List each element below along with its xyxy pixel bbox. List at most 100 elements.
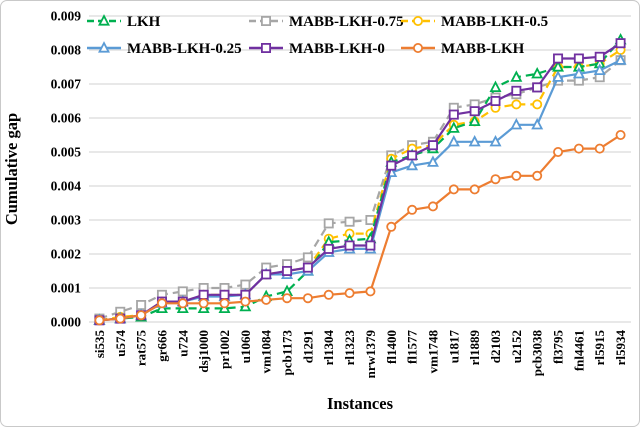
legend-item-MABB-LKH: MABB-LKH	[401, 41, 525, 57]
series-MABB-LKH-0.75	[94, 55, 626, 324]
y-tick-label: 0.004	[51, 179, 82, 194]
data-point-marker	[302, 262, 313, 273]
data-point-marker	[282, 265, 293, 276]
data-point-marker	[115, 313, 126, 324]
data-point-marker	[406, 158, 419, 171]
x-tick-label: pr1002	[217, 330, 232, 369]
legend-label: MABB-LKH-0.5	[441, 14, 548, 30]
data-point-marker	[261, 269, 272, 280]
data-point-marker	[260, 15, 271, 26]
data-point-marker	[282, 293, 293, 304]
data-point-marker	[447, 134, 460, 147]
data-point-marker	[468, 134, 481, 147]
y-tick-label: 0.007	[51, 77, 82, 92]
data-point-marker	[510, 70, 523, 82]
y-tick-label: 0.008	[51, 43, 82, 58]
data-point-marker	[412, 43, 423, 54]
x-tick-label: vm1748	[425, 330, 440, 374]
data-point-marker	[302, 293, 313, 304]
x-tick-label: si535	[92, 330, 107, 359]
data-point-marker	[386, 221, 397, 232]
x-axis-tick-labels: si535 u574 rat575 gr666 u724 dsj1000 pr1002 u10…	[92, 330, 628, 379]
data-point-marker	[427, 140, 438, 151]
data-point-marker	[511, 85, 522, 96]
data-point-marker	[136, 310, 147, 321]
x-tick-label: vm1084	[259, 330, 274, 374]
data-point-marker	[511, 99, 522, 110]
data-point-marker	[177, 298, 188, 309]
data-point-marker	[219, 289, 230, 300]
x-tick-label: u2152	[509, 330, 524, 363]
x-tick-label: rl1323	[342, 330, 357, 366]
series-MABB-LKH	[94, 129, 626, 326]
data-point-marker	[407, 204, 418, 215]
legend-label: MABB-LKH-0.75	[289, 14, 404, 30]
x-tick-label: rat575	[134, 330, 149, 367]
data-point-marker	[260, 43, 271, 54]
chart-legend: LKH MABB-LKH-0.75 MABB-LKH-0.5 MABB-LKH-0.2…	[87, 14, 548, 57]
x-tick-label: u574	[113, 330, 128, 357]
series-line	[99, 49, 622, 322]
data-point-marker	[469, 184, 480, 195]
data-point-marker	[511, 170, 522, 181]
series-LKH	[93, 32, 627, 325]
series-line	[99, 59, 622, 320]
y-tick-label: 0.005	[51, 145, 82, 160]
legend-label: MABB-LKH	[441, 41, 525, 57]
data-point-marker	[177, 286, 188, 297]
series-MABB-LKH-0	[94, 38, 626, 326]
data-point-marker	[198, 289, 209, 300]
x-tick-label: u724	[175, 330, 190, 357]
data-point-marker	[261, 294, 272, 305]
data-point-marker	[344, 240, 355, 251]
data-point-marker	[344, 288, 355, 299]
data-point-marker	[553, 146, 564, 157]
x-tick-label: d1291	[300, 330, 315, 363]
gridlines	[89, 15, 631, 323]
data-point-marker	[240, 296, 251, 307]
legend-item-MABB-LKH-0.75: MABB-LKH-0.75	[249, 14, 404, 30]
legend-item-MABB-LKH-0.25: MABB-LKH-0.25	[87, 41, 242, 57]
data-point-marker	[469, 106, 480, 117]
legend-label: MABB-LKH-0.25	[127, 41, 242, 57]
y-axis-tick-labels: 0.000 0.001 0.002 0.003 0.004 0.005 0.006 0.007…	[51, 9, 82, 330]
data-point-marker	[240, 279, 251, 290]
series-line	[99, 39, 622, 322]
series-line	[99, 59, 622, 322]
x-tick-label: u1817	[446, 330, 461, 364]
data-point-marker	[490, 96, 501, 107]
data-point-marker	[365, 286, 376, 297]
data-point-marker	[447, 121, 460, 133]
data-point-marker	[323, 218, 334, 229]
x-tick-label: rl5915	[592, 330, 607, 366]
data-point-marker	[386, 160, 397, 171]
data-point-marker	[594, 51, 605, 62]
y-tick-label: 0.009	[51, 9, 82, 24]
data-point-marker	[614, 53, 627, 65]
y-tick-label: 0.003	[51, 213, 82, 228]
y-tick-label: 0.002	[51, 247, 82, 262]
data-point-marker	[198, 298, 209, 309]
legend-item-LKH: LKH	[87, 14, 161, 30]
data-point-marker	[412, 15, 423, 26]
data-point-marker	[552, 70, 565, 82]
y-tick-label: 0.006	[51, 111, 82, 126]
x-tick-label: rl5934	[613, 330, 628, 366]
data-point-marker	[448, 109, 459, 120]
x-tick-label: pcb3038	[530, 330, 545, 377]
x-tick-label: rl1889	[467, 330, 482, 366]
y-tick-label: 0.000	[51, 315, 82, 330]
x-axis-title: Instances	[327, 394, 394, 413]
x-tick-label: u1060	[238, 330, 253, 363]
series-lines	[93, 32, 627, 326]
data-point-marker	[572, 66, 585, 79]
legend-label: LKH	[127, 14, 161, 30]
data-point-marker	[156, 298, 167, 309]
y-tick-label: 0.001	[51, 281, 82, 296]
data-point-marker	[510, 117, 523, 130]
data-point-marker	[427, 201, 438, 212]
data-point-marker	[531, 117, 544, 130]
x-tick-label: nrw1379	[363, 330, 378, 379]
